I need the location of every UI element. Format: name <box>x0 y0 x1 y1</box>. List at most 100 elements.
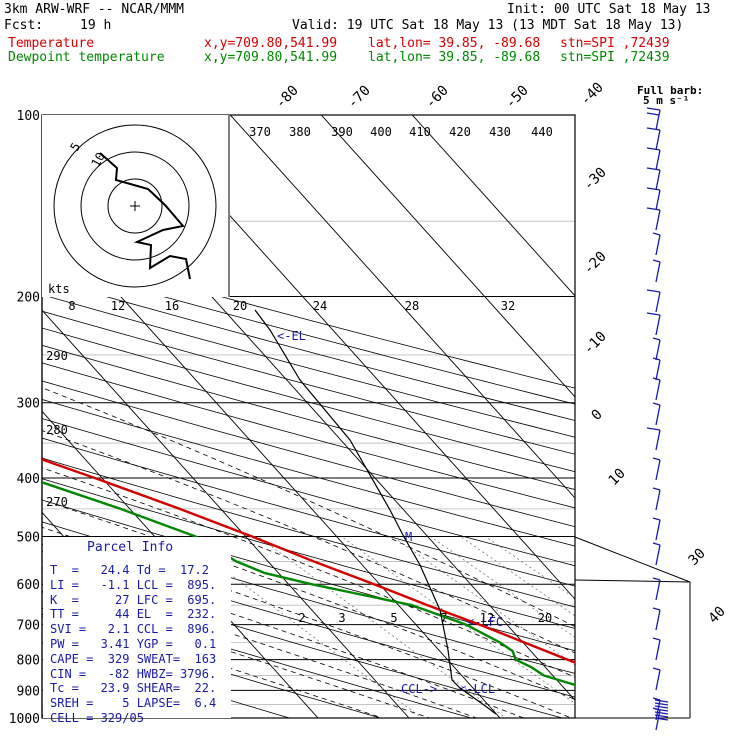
wind-barb-staff <box>655 519 661 541</box>
theta-label: 440 <box>531 125 553 139</box>
lcl-annotation: <-LCL <box>459 682 495 696</box>
wind-barb-feather <box>646 207 661 211</box>
isotherm-label: -30 <box>581 165 610 194</box>
wind-barb-feather <box>652 259 661 263</box>
theta-left-label: 280 <box>46 423 68 437</box>
isotherm-line <box>411 115 575 297</box>
theta-left-label: 270 <box>46 495 68 509</box>
wind-barb-staff <box>655 339 661 361</box>
wind-barb-staff <box>655 639 661 661</box>
wind-barb-staff <box>655 609 661 631</box>
wind-barb-feather <box>654 705 669 709</box>
wind-barb-staff <box>655 209 661 231</box>
theta-label: 400 <box>370 125 392 139</box>
wind-barb <box>652 667 661 691</box>
isotherm-label: 40 <box>706 604 729 627</box>
wind-barb-staff <box>655 359 661 381</box>
theta-label: 370 <box>249 125 271 139</box>
isotherm-label: -20 <box>581 249 610 278</box>
sounding-profiles <box>42 309 575 715</box>
wind-barb-feather <box>652 577 661 581</box>
mark-annotation: M <box>405 530 412 544</box>
wind-barb <box>652 487 661 511</box>
dry-adiabat-line <box>42 247 575 389</box>
pressure-tick-label: 300 <box>17 397 40 412</box>
theta-e-label: 12 <box>480 611 494 625</box>
wind-barb-feather <box>652 337 661 341</box>
mixing-ratio-line <box>430 536 575 638</box>
theta-e-label: 2 <box>298 611 305 625</box>
wind-barb-feather <box>646 187 661 191</box>
isotherm-line <box>229 115 575 499</box>
parcel-info-row: K = 27 LFC = 695. <box>50 592 217 607</box>
wind-barb <box>652 337 661 361</box>
wind-barb-feather <box>652 402 661 406</box>
pressure-tick-label: 100 <box>17 109 40 124</box>
moist-adiabat-line <box>42 430 575 654</box>
wind-barb-staff <box>655 459 661 481</box>
parcel-info-row: CIN = -82 HWBZ= 3796. <box>50 666 217 681</box>
wind-barb-feather <box>646 427 661 431</box>
isotherm-label: -70 <box>345 83 374 112</box>
wind-barb-feather <box>646 107 661 111</box>
wind-barb <box>652 637 661 661</box>
theta-label: 390 <box>331 125 353 139</box>
theta-label: 410 <box>409 125 431 139</box>
isotherm-label: -50 <box>503 83 532 112</box>
wind-barb-staff <box>655 489 661 511</box>
ccl-annotation: CCL-> <box>401 682 437 696</box>
wind-barb-feather <box>654 717 669 721</box>
theta-e-label: 5 <box>390 611 397 625</box>
hodograph-unit-label: kts <box>48 282 70 296</box>
wind-barb <box>652 607 661 631</box>
theta-label: 380 <box>289 125 311 139</box>
moist-adiabat-line <box>42 526 573 718</box>
wind-barb-staff <box>655 669 661 691</box>
wind-barb <box>652 357 661 381</box>
valid-time: Valid: 19 UTC Sat 18 May 13 (13 MDT Sat … <box>292 18 684 33</box>
isotherm-label: -40 <box>578 80 607 109</box>
wind-barb-feather <box>654 708 669 712</box>
fcst-value: 19 h <box>80 18 112 33</box>
wind-legend-line2: 5 m s⁻¹ <box>643 94 690 107</box>
wind-barb-feather <box>652 607 661 611</box>
isotherm-label: -80 <box>273 83 302 112</box>
wind-barb-staff <box>655 379 661 401</box>
mixing-ratio-label: 8 <box>68 299 75 313</box>
parcel-info-row: Tc = 23.9 SHEAR= 22. <box>50 681 217 696</box>
init-time: Init: 00 UTC Sat 18 May 13 <box>507 2 711 17</box>
dry-adiabat-line <box>42 278 575 421</box>
wind-barb-feather <box>654 711 669 715</box>
wind-barb <box>646 289 661 313</box>
parcel-info-row: SVI = 2.1 CCL = 896. <box>50 622 217 637</box>
wind-barb-feather <box>646 167 661 171</box>
wind-barb <box>646 187 661 211</box>
el-annotation: <-EL <box>277 329 306 343</box>
dry-adiabat-line <box>42 591 473 718</box>
parcel-info-row: SREH = 5 LAPSE= 6.4 <box>50 696 217 711</box>
wind-barb <box>646 107 661 131</box>
isotherm-label: -10 <box>581 329 610 358</box>
pressure-tick-label: 500 <box>17 530 40 545</box>
moist-adiabat-line <box>42 499 575 700</box>
pressure-tick-label: 900 <box>17 684 40 699</box>
theta-label: 430 <box>489 125 511 139</box>
wind-barb-feather <box>646 289 661 293</box>
mixing-ratio-label: 32 <box>501 299 515 313</box>
fcst-label: Fcst: <box>4 18 44 33</box>
isotherm-line <box>320 115 575 398</box>
wind-barb-feather <box>652 487 661 491</box>
wind-barb-feather <box>654 699 669 703</box>
parcel-info-title: Parcel Info <box>87 540 174 555</box>
mixing-ratio-label: 28 <box>405 299 419 313</box>
dry-adiabat-line <box>42 262 575 405</box>
parcel-path-line <box>254 309 497 715</box>
hodograph-ring <box>80 151 190 261</box>
wind-barb-staff <box>655 314 661 336</box>
mixing-ratio-label: 20 <box>233 299 247 313</box>
wind-barb <box>652 542 661 566</box>
mixing-ratio-line <box>460 536 575 617</box>
wind-barb-feather <box>654 702 669 706</box>
theta-label: 420 <box>449 125 471 139</box>
dry-adiabat-line <box>42 616 382 718</box>
